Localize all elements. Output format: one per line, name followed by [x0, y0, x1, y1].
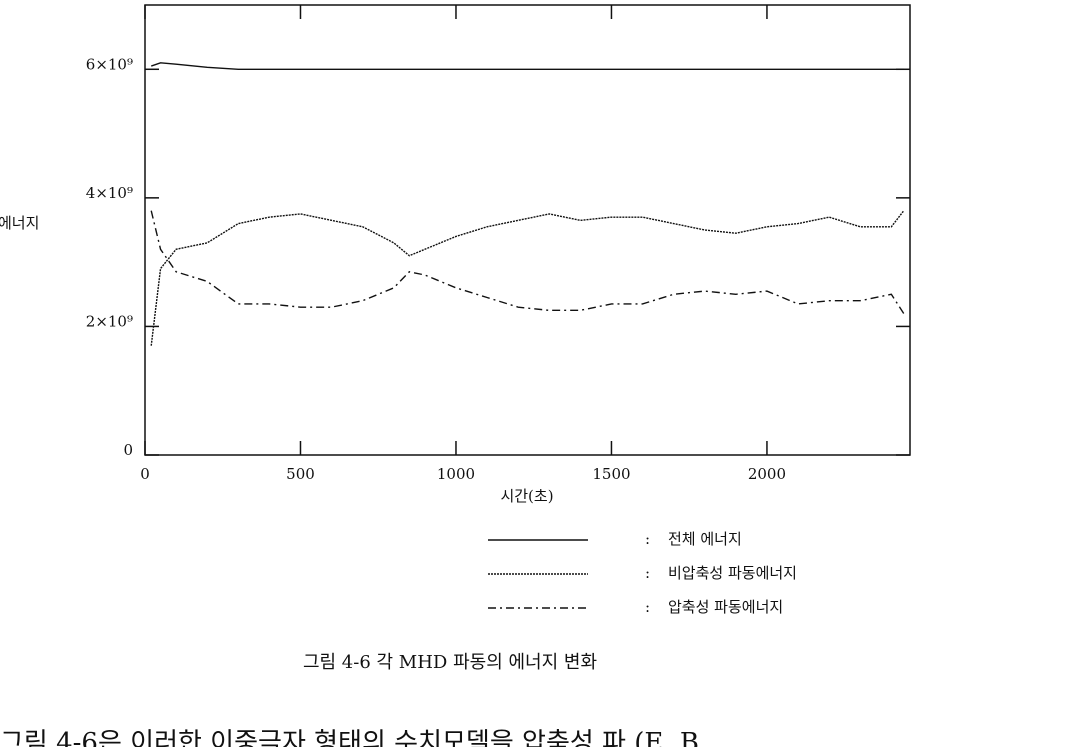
x-tick-label: 500 [286, 465, 315, 483]
x-tick-label: 1000 [437, 465, 475, 483]
legend-separator: : [645, 530, 650, 548]
legend-label: 전체 에너지 [668, 530, 742, 548]
x-axis-label: 시간(초) [500, 487, 553, 505]
x-tick-label: 2000 [748, 465, 786, 483]
y-tick-label: 2×10⁹ [86, 312, 133, 330]
plot-frame [144, 4, 911, 456]
y-tick-label: 6×10⁹ [86, 55, 133, 73]
x-tick-label: 1500 [592, 465, 630, 483]
legend-separator: : [645, 564, 650, 582]
caption: 그림 4-6 각 MHD 파동의 에너지 변화 [303, 652, 597, 673]
legend-separator: : [645, 598, 650, 616]
x-tick-label: 0 [140, 465, 150, 483]
series-line [150, 210, 905, 346]
y-tick-label: 4×10⁹ [86, 184, 133, 202]
body-text: 그림 4-6은 이러한 이중극자 형태의 수치모델을 압축성 파 (E, B [0, 728, 699, 747]
y-axis-label: 에너지 [0, 214, 39, 232]
y-tick-label: 0 [123, 441, 133, 459]
legend-label: 비압축성 파동에너지 [668, 564, 797, 582]
legend-label: 압축성 파동에너지 [668, 598, 783, 616]
series-line [150, 210, 905, 314]
series-line [150, 62, 904, 70]
